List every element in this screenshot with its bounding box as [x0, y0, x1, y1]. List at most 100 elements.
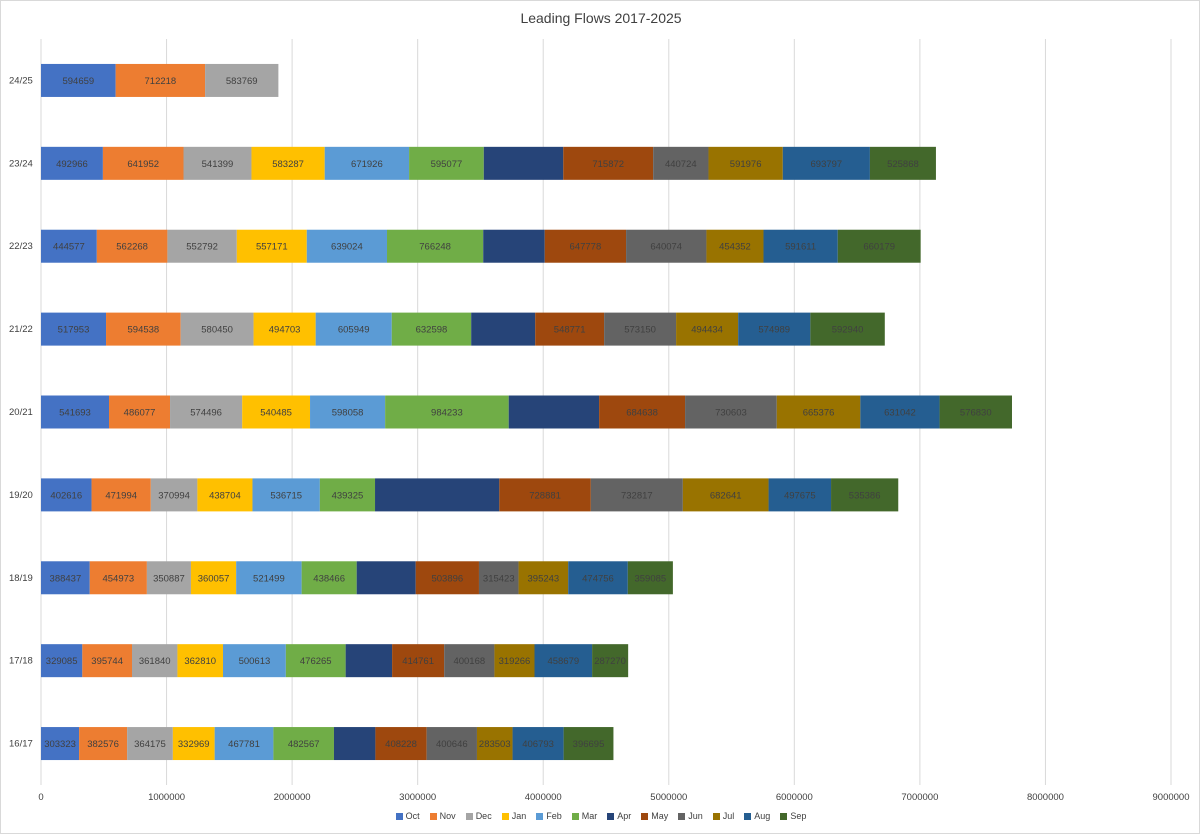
- data-label: 536715: [270, 490, 302, 501]
- bar-segment: [41, 478, 92, 512]
- data-label: 766248: [419, 242, 451, 253]
- legend-item: Nov: [429, 811, 456, 821]
- data-label: 395243: [528, 573, 560, 584]
- legend-swatch: [395, 812, 403, 820]
- data-label: 364175: [134, 739, 166, 750]
- x-tick-label: 7000000: [901, 792, 938, 803]
- data-label: 454973: [102, 573, 134, 584]
- bar-segment: [426, 727, 477, 761]
- legend-label: Apr: [617, 811, 632, 821]
- legend-item: Apr: [607, 811, 631, 821]
- legend-swatch: [744, 812, 752, 820]
- data-label: 315423: [483, 573, 515, 584]
- legend-label: Feb: [546, 811, 562, 821]
- data-label: 362810: [184, 656, 216, 667]
- bar-segment: [41, 229, 97, 263]
- legend-swatch: [712, 812, 720, 820]
- bar-segment: [499, 478, 591, 512]
- bar-segment: [324, 146, 410, 180]
- data-label: 476265: [300, 656, 332, 667]
- bar-segment: [242, 395, 311, 429]
- bar-segment: [653, 146, 709, 180]
- data-label: 525868: [887, 159, 919, 170]
- bar-segment: [392, 644, 445, 678]
- data-label: 438466: [313, 573, 345, 584]
- bar-segment: [301, 561, 357, 595]
- data-label: 388437: [50, 573, 82, 584]
- bar-segment: [150, 478, 198, 512]
- bar-segment: [563, 146, 654, 180]
- bar-segment: [91, 478, 151, 512]
- data-label: 454352: [719, 242, 751, 253]
- data-label: 580450: [201, 325, 233, 336]
- y-category-label: 23/24: [9, 158, 33, 169]
- bar-segment: [685, 395, 777, 429]
- data-label: 573150: [624, 325, 656, 336]
- legend-item: Sep: [780, 811, 806, 821]
- x-tick-label: 6000000: [776, 792, 813, 803]
- bar-segment: [592, 644, 629, 678]
- legend-item: Oct: [395, 811, 420, 821]
- data-label: 458679: [547, 656, 579, 667]
- data-label: 400168: [453, 656, 485, 667]
- data-label: 283503: [479, 739, 511, 750]
- bar-segment: [127, 727, 173, 761]
- bar-segment: [96, 229, 168, 263]
- data-label: 517953: [58, 325, 90, 336]
- data-label: 984233: [431, 408, 463, 419]
- data-label: 693797: [811, 159, 843, 170]
- bar-segment: [478, 561, 519, 595]
- data-label: 641952: [127, 159, 159, 170]
- legend-swatch: [571, 812, 579, 820]
- bar-segment: [391, 312, 472, 346]
- data-label: 605949: [338, 325, 370, 336]
- bar-segment: [41, 63, 116, 97]
- data-label: 631042: [884, 408, 916, 419]
- data-label: 684638: [626, 408, 658, 419]
- bar-segment: [319, 478, 376, 512]
- data-label: 594538: [128, 325, 160, 336]
- bar-segment: [197, 478, 253, 512]
- legend-item: Feb: [536, 811, 562, 821]
- y-category-label: 18/19: [9, 573, 33, 584]
- data-label: 395744: [91, 656, 123, 667]
- data-label: 396695: [573, 739, 605, 750]
- data-label: 574989: [758, 325, 790, 336]
- legend-label: Sep: [790, 811, 807, 821]
- bar-segment: [860, 395, 940, 429]
- legend-item: Aug: [744, 811, 770, 821]
- legend: Oct Nov Dec Jan Feb Mar Apr May Jun Jul Aug Sep: [1, 811, 1200, 821]
- bar-segment: [106, 312, 181, 346]
- legend-label: Nov: [439, 811, 456, 821]
- data-label: 402616: [50, 490, 82, 501]
- bar-segment: [599, 395, 686, 429]
- data-label: 350887: [153, 573, 185, 584]
- data-label: 671926: [351, 159, 383, 170]
- bar-segment: [251, 146, 325, 180]
- legend-label: Aug: [754, 811, 771, 821]
- data-label: 594659: [62, 76, 94, 87]
- bar-segment: [41, 561, 90, 595]
- bar-segment: [535, 312, 605, 346]
- legend-label: May: [651, 811, 669, 821]
- data-label: 332969: [178, 739, 210, 750]
- bar-segment: [306, 229, 388, 263]
- data-label: 359085: [634, 573, 666, 584]
- chart-title: Leading Flows 2017-2025: [520, 10, 682, 26]
- bar-segment: [89, 561, 147, 595]
- legend-swatch: [641, 812, 649, 820]
- data-label: 329085: [46, 656, 78, 667]
- data-label: 592940: [832, 325, 864, 336]
- bar-segment: [544, 229, 627, 263]
- data-label: 500613: [239, 656, 271, 667]
- x-tick-label: 1000000: [148, 792, 185, 803]
- bar-segment: [810, 312, 885, 346]
- data-label: 540485: [260, 408, 292, 419]
- bar-segment: [869, 146, 936, 180]
- data-label: 408228: [385, 739, 417, 750]
- bar-segment: [682, 478, 769, 512]
- data-label: 562268: [116, 242, 148, 253]
- data-label: 591976: [730, 159, 762, 170]
- data-label: 583769: [226, 76, 258, 87]
